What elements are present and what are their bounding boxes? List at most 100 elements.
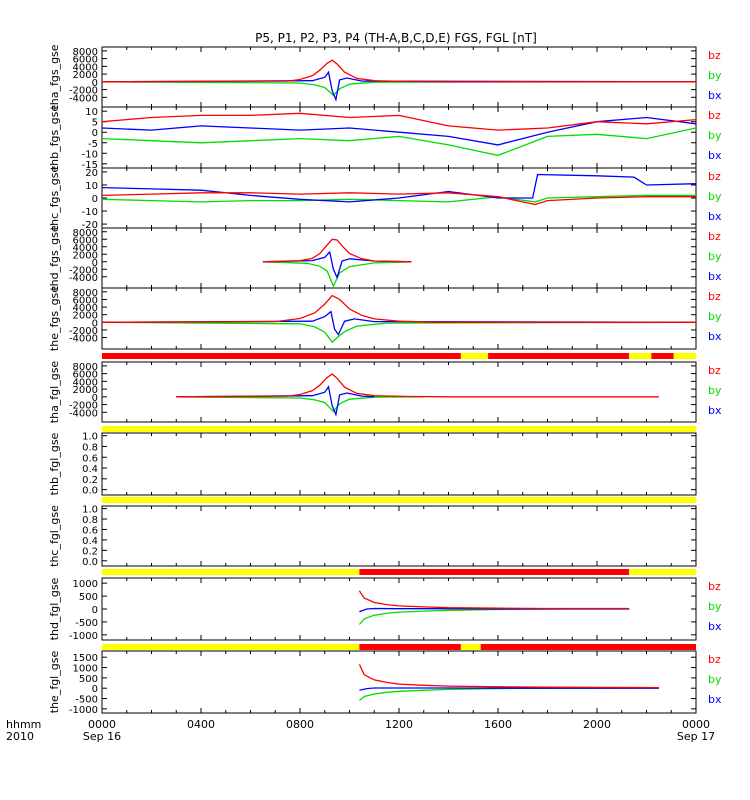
ytick-label-4-1: -2000 <box>69 326 98 337</box>
series-bz-0 <box>101 59 696 83</box>
legend-bx-9: bx <box>708 693 722 706</box>
ytick-label-3-3: 2000 <box>73 250 98 261</box>
panel-frame-4 <box>101 287 697 350</box>
legend-by-4: by <box>708 310 722 323</box>
legend-bx-8: bx <box>708 620 722 633</box>
status-bar-4-segment-2 <box>460 644 481 650</box>
series-bz-5 <box>176 373 659 398</box>
series-by-9 <box>358 687 659 702</box>
legend-bz-5: bz <box>708 364 721 377</box>
series-bz-4 <box>101 294 696 323</box>
ytick-label-7-4: 0.8 <box>82 515 98 526</box>
ylabel-2: thc_fgs_gse <box>48 166 61 231</box>
status-bar-3-segment-0 <box>102 569 360 575</box>
ytick-label-7-3: 0.6 <box>82 525 98 536</box>
panel-frame-7 <box>101 505 697 567</box>
ytick-label-1-3: 0 <box>92 128 98 139</box>
legend-by-0: by <box>708 69 722 82</box>
ytick-label-9-3: 500 <box>79 674 98 685</box>
ytick-label-9-1: -500 <box>75 695 98 706</box>
time-tick-label-2: 0800 <box>286 718 314 731</box>
series-bx-9 <box>359 687 659 691</box>
ytick-label-4-5: 6000 <box>73 295 98 306</box>
status-bar-2-segment-0 <box>102 497 696 503</box>
ytick-label-6-4: 0.8 <box>82 442 98 453</box>
ytick-label-3-2: 0 <box>92 258 98 269</box>
legend-by-5: by <box>708 384 722 397</box>
ytick-label-5-0: -4000 <box>69 408 98 419</box>
series-bz-8 <box>358 590 630 610</box>
series-by-0 <box>101 81 697 97</box>
ytick-label-7-2: 0.4 <box>82 536 98 547</box>
ytick-label-5-6: 8000 <box>73 362 98 373</box>
series-by-2 <box>101 194 696 203</box>
legend-bx-4: bx <box>708 330 722 343</box>
ytick-label-6-5: 1.0 <box>82 432 98 443</box>
status-bar-0-segment-5 <box>673 353 696 359</box>
ytick-label-3-0: -4000 <box>69 273 98 284</box>
legend-bz-2: bz <box>708 170 721 183</box>
ytick-label-3-4: 4000 <box>73 243 98 254</box>
ytick-label-1-5: 10 <box>85 107 98 118</box>
ytick-label-7-5: 1.0 <box>82 505 98 516</box>
panel-frame-0 <box>101 46 697 108</box>
status-bar-1-segment-0 <box>102 426 696 432</box>
status-bar-0-segment-0 <box>102 353 461 359</box>
status-bar-3-segment-1 <box>359 569 630 575</box>
ytick-label-0-1: -2000 <box>69 86 98 97</box>
ytick-label-2-4: 20 <box>85 168 98 179</box>
panel-frame-3 <box>101 227 697 289</box>
legend-by-8: by <box>708 600 722 613</box>
time-tick-label-6: 0000 <box>682 718 710 731</box>
time-axis-label-1: hhmm <box>6 718 41 731</box>
series-bx-0 <box>101 70 697 102</box>
series-by-8 <box>358 608 630 625</box>
legend-bz-4: bz <box>708 290 721 303</box>
ytick-label-5-2: 0 <box>92 393 98 404</box>
ytick-label-4-4: 4000 <box>73 303 98 314</box>
ytick-label-9-0: -1000 <box>69 705 98 716</box>
ylabel-0: tha_fgs_gse <box>48 44 61 109</box>
status-bar-4-segment-1 <box>359 644 461 650</box>
ytick-label-2-0: -20 <box>82 220 98 231</box>
ytick-label-8-1: -500 <box>75 618 98 629</box>
series-bz-1 <box>101 112 697 131</box>
series-by-1 <box>101 127 697 157</box>
series-bz-3 <box>262 238 412 263</box>
series-bz-9 <box>358 664 659 689</box>
ytick-label-1-0: -15 <box>82 160 98 171</box>
ytick-label-1-4: 5 <box>92 118 98 129</box>
ytick-label-4-2: 0 <box>92 318 98 329</box>
ylabel-3: thd_fgs_gse <box>48 225 61 291</box>
time-tick-label-4: 1600 <box>484 718 512 731</box>
ylabel-5: tha_fgl_gse <box>48 361 61 424</box>
date-label-end: Sep 17 <box>677 730 715 743</box>
legend-by-9: by <box>708 673 722 686</box>
legend-bz-8: bz <box>708 580 721 593</box>
legend-bx-5: bx <box>708 404 722 417</box>
ytick-label-4-6: 8000 <box>73 288 98 299</box>
ytick-label-0-3: 2000 <box>73 70 98 81</box>
legend-bz-9: bz <box>708 653 721 666</box>
ytick-label-3-6: 8000 <box>73 228 98 239</box>
ytick-label-8-3: 500 <box>79 592 98 603</box>
ytick-label-7-1: 0.2 <box>82 546 98 557</box>
panel-frame-5 <box>101 361 697 423</box>
ylabel-6: thb_fgl_gse <box>48 432 61 495</box>
ylabel-9: the_fgl_gse <box>48 651 61 714</box>
series-bx-5 <box>176 385 375 417</box>
ytick-label-0-5: 6000 <box>73 55 98 66</box>
ytick-label-1-1: -10 <box>82 149 98 160</box>
ylabel-4: the_fgs_gse <box>48 286 61 351</box>
ylabel-1: thb_fgs_gse <box>48 105 61 171</box>
series-bx-4 <box>101 310 697 336</box>
ytick-label-2-3: 10 <box>85 181 98 192</box>
ytick-label-7-0: 0.0 <box>82 557 98 568</box>
ytick-label-5-3: 2000 <box>73 385 98 396</box>
ytick-label-3-1: -2000 <box>69 265 98 276</box>
series-bx-2 <box>101 173 697 203</box>
legend-bz-1: bz <box>708 109 721 122</box>
status-bar-4-segment-3 <box>480 644 696 650</box>
status-bar-0-segment-2 <box>488 353 630 359</box>
